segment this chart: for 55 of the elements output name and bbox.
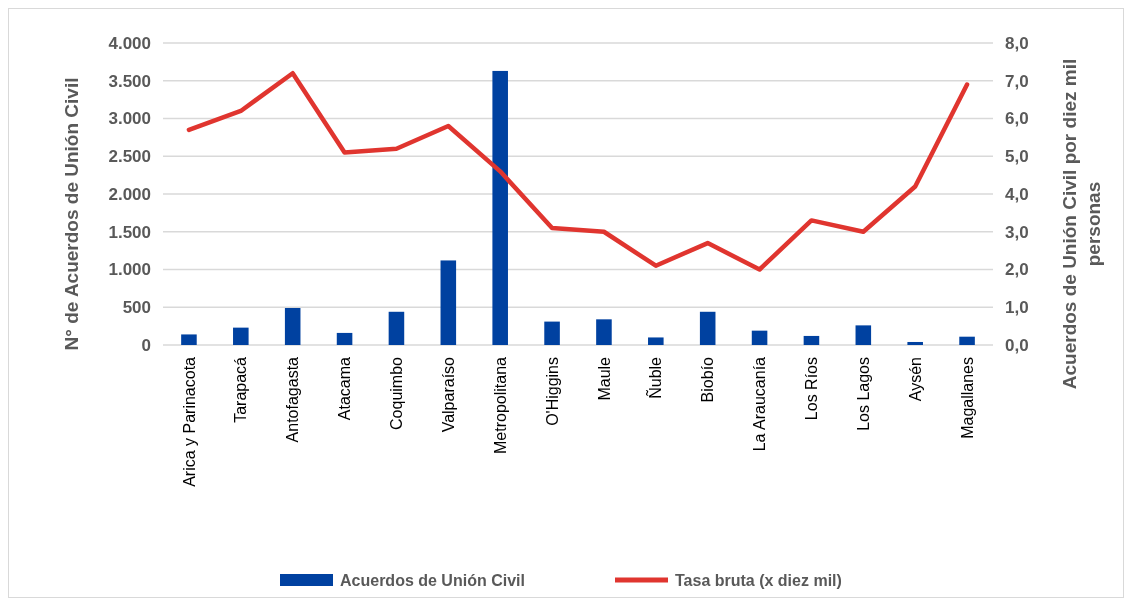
legend-label: Acuerdos de Unión Civil — [340, 571, 525, 589]
y-tick-label: 1.000 — [108, 260, 151, 280]
bar — [596, 319, 612, 345]
x-tick-label: Aysén — [906, 357, 924, 402]
y-tick-label: 2.000 — [108, 184, 151, 204]
x-tick-label: Biobío — [699, 356, 717, 403]
y2-tick-label: 3,0 — [1005, 222, 1029, 242]
x-tick-label: Atacama — [336, 356, 354, 421]
bar — [440, 260, 457, 345]
y-tick-label: 2.500 — [108, 147, 151, 167]
bar — [959, 336, 975, 345]
y-tick-label: 3.000 — [108, 109, 151, 129]
bar — [907, 341, 923, 345]
bar — [544, 321, 560, 345]
y2-tick-label: 1,0 — [1005, 298, 1029, 318]
x-tick-label: Arica y Parinacota — [180, 356, 198, 487]
bar — [699, 311, 716, 345]
bar — [233, 327, 249, 345]
x-tick-label: Los Lagos — [854, 357, 872, 431]
y2-tick-label: 6,0 — [1005, 109, 1029, 129]
x-tick-label: Coquimbo — [388, 356, 406, 430]
bar — [648, 337, 664, 345]
y-axis-title: N° de Acuerdos de Unión Civil — [61, 77, 82, 351]
x-tick-label: Maule — [595, 356, 613, 401]
x-tick-label: Tarapacá — [232, 356, 250, 423]
bar — [181, 334, 197, 345]
y2-tick-label: 2,0 — [1005, 260, 1029, 280]
y2-tick-label: 8,0 — [1005, 33, 1029, 53]
x-tick-label: Los Ríos — [803, 357, 821, 421]
x-tick-label: Ñuble — [645, 356, 665, 399]
y2-tick-label: 0,0 — [1005, 335, 1029, 355]
y2-tick-label: 5,0 — [1005, 147, 1029, 167]
y-tick-label: 4.000 — [108, 33, 151, 53]
y2-tick-label: 4,0 — [1005, 184, 1029, 204]
y-tick-label: 3.500 — [108, 71, 151, 91]
bar — [751, 330, 768, 345]
bar — [284, 308, 301, 345]
bar — [336, 332, 353, 345]
bar — [803, 335, 820, 345]
y2-tick-label: 7,0 — [1005, 71, 1029, 91]
x-tick-label: Antofagasta — [284, 356, 302, 443]
y2-axis-title: Acuerdos de Unión Civil por diez mil personas — [1059, 58, 1104, 390]
bar — [855, 325, 872, 345]
y-tick-label: 1.500 — [108, 222, 151, 242]
x-tick-label: O'Higgins — [543, 357, 561, 426]
y-tick-label: 0 — [141, 335, 151, 355]
x-tick-label: Valparaíso — [439, 356, 457, 433]
x-tick-label: Metropolitana — [491, 356, 509, 454]
line-series — [186, 70, 970, 272]
bar — [388, 311, 405, 345]
bar — [492, 70, 508, 345]
y-tick-label: 500 — [122, 298, 151, 318]
legend-label: Tasa bruta (x diez mil) — [675, 571, 842, 589]
x-tick-label: Magallanes — [958, 357, 976, 439]
x-tick-label: La Araucanía — [751, 356, 769, 452]
